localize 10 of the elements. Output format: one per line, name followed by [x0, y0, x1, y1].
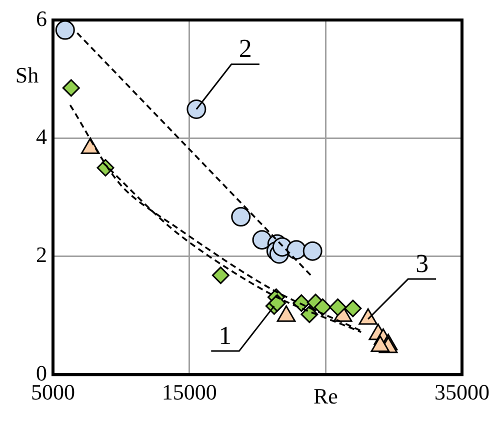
y-tick-label: 4: [36, 124, 47, 149]
annotation: 2: [238, 34, 252, 64]
y-axis-title: Sh: [15, 62, 39, 88]
y-tick-label: 2: [36, 242, 47, 268]
annotation: 1: [218, 320, 232, 350]
annotation: 3: [416, 248, 429, 278]
y-tick-label: 6: [36, 6, 47, 31]
x-axis-title: Re: [313, 383, 338, 408]
x-tick-label: 35000: [434, 380, 490, 405]
x-tick-label: 15000: [162, 380, 217, 405]
